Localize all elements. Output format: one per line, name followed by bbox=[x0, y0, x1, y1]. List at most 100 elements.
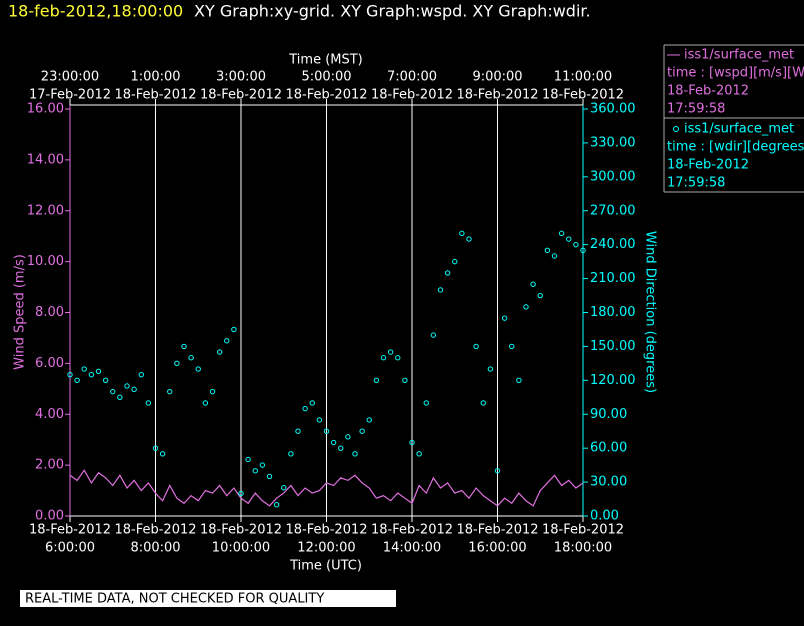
direction-point bbox=[95, 368, 102, 374]
x2-tick-label: 3:00:00 bbox=[216, 70, 266, 85]
direction-point bbox=[88, 371, 95, 378]
direction-point bbox=[330, 439, 337, 446]
direction-point bbox=[266, 473, 273, 480]
footer-box bbox=[20, 590, 396, 607]
direction-point bbox=[501, 315, 508, 321]
direction-point bbox=[494, 468, 501, 474]
direction-point bbox=[67, 371, 73, 378]
footer: REAL-TIME DATA, NOT CHECKED FOR QUALITY bbox=[25, 592, 324, 607]
x-axis-label: Time (UTC) bbox=[289, 559, 362, 574]
direction-point bbox=[273, 501, 280, 508]
direction-point bbox=[573, 241, 579, 248]
direction-point bbox=[138, 371, 144, 378]
direction-point bbox=[523, 304, 529, 310]
direction-point bbox=[188, 355, 194, 361]
x-tick-date: 18-Feb-2012 bbox=[371, 523, 453, 538]
direction-point bbox=[159, 451, 166, 457]
speed-line bbox=[69, 469, 584, 507]
x-tick-label: 14:00:00 bbox=[383, 541, 441, 556]
y2-tick-label: 210.00 bbox=[590, 271, 636, 286]
direction-point bbox=[338, 445, 344, 451]
x-tick-label: 16:00:00 bbox=[468, 541, 526, 556]
direction-point bbox=[530, 281, 536, 287]
y-axis-label: Wind Speed (m/s) bbox=[13, 254, 28, 370]
direction-point bbox=[102, 377, 109, 384]
direction-point bbox=[259, 462, 266, 468]
x2-tick-date: 18-Feb-2012 bbox=[371, 88, 453, 103]
x-tick-date: 18-Feb-2012 bbox=[285, 523, 367, 538]
direction-point bbox=[238, 490, 244, 497]
y2-tick-label: 90.00 bbox=[590, 407, 627, 422]
y2-tick-label: 150.00 bbox=[590, 339, 636, 354]
y-tick-label: 6.00 bbox=[35, 356, 64, 371]
y2-tick-label: 60.00 bbox=[590, 441, 627, 456]
x2-tick-date: 18-Feb-2012 bbox=[542, 88, 624, 103]
direction-point bbox=[224, 338, 230, 344]
y2-tick-label: 240.00 bbox=[590, 237, 636, 252]
direction-point bbox=[459, 230, 465, 237]
x-tick-date: 18-Feb-2012 bbox=[29, 523, 111, 538]
x2-tick-date: 18-Feb-2012 bbox=[285, 88, 367, 103]
direction-point bbox=[430, 332, 437, 338]
direction-point bbox=[416, 451, 422, 457]
legend-swatch bbox=[673, 126, 679, 132]
direction-point bbox=[352, 451, 358, 457]
direction-point bbox=[437, 287, 444, 293]
direction-point bbox=[252, 468, 258, 474]
direction-point bbox=[124, 383, 130, 389]
x2-tick-date: 18-Feb-2012 bbox=[200, 88, 282, 103]
y-tick-label: 12.00 bbox=[27, 203, 64, 218]
x2-tick-label: 7:00:00 bbox=[387, 70, 437, 85]
legend-time: 17:59:58 bbox=[667, 102, 725, 117]
y-tick-label: 2.00 bbox=[35, 458, 64, 473]
legend-date: 18-Feb-2012 bbox=[667, 158, 749, 173]
direction-point bbox=[395, 355, 401, 361]
direction-point bbox=[402, 377, 408, 384]
y2-tick-label: 270.00 bbox=[590, 203, 636, 218]
y2-tick-label: 0.00 bbox=[590, 509, 619, 524]
x2-tick-date: 18-Feb-2012 bbox=[456, 88, 538, 103]
timestamp: 18-feb-2012,18:00:00 bbox=[8, 2, 183, 21]
direction-point bbox=[145, 400, 152, 406]
direction-point bbox=[359, 428, 365, 434]
direction-point bbox=[473, 343, 479, 350]
x2-tick-label: 1:00:00 bbox=[130, 70, 180, 85]
direction-point bbox=[323, 428, 330, 434]
direction-point bbox=[580, 247, 586, 254]
direction-point bbox=[487, 366, 494, 372]
direction-point bbox=[209, 388, 216, 395]
direction-point bbox=[295, 428, 301, 434]
direction-point bbox=[423, 400, 429, 406]
direction-point bbox=[444, 270, 451, 276]
y-tick-label: 10.00 bbox=[27, 254, 64, 269]
y-tick-label: 14.00 bbox=[27, 152, 64, 167]
direction-point bbox=[409, 439, 415, 446]
direction-point bbox=[551, 253, 558, 259]
x-tick-date: 18-Feb-2012 bbox=[200, 523, 282, 538]
x-tick-date: 18-Feb-2012 bbox=[114, 523, 196, 538]
x-tick-label: 8:00:00 bbox=[130, 541, 180, 556]
x2-tick-date: 18-Feb-2012 bbox=[114, 88, 196, 103]
direction-point bbox=[231, 326, 237, 333]
x-tick-label: 6:00:00 bbox=[45, 541, 95, 556]
direction-point bbox=[316, 417, 323, 423]
y-tick-label: 0.00 bbox=[35, 509, 64, 524]
direction-point bbox=[281, 485, 287, 491]
y2-tick-label: 30.00 bbox=[590, 475, 627, 490]
y-tick-label: 8.00 bbox=[35, 305, 64, 320]
x-tick-date: 18-Feb-2012 bbox=[542, 523, 624, 538]
direction-point bbox=[174, 360, 180, 367]
y2-tick-label: 120.00 bbox=[590, 373, 636, 388]
direction-point bbox=[558, 230, 565, 237]
direction-point bbox=[387, 349, 394, 355]
direction-point bbox=[131, 386, 137, 393]
x-tick-label: 12:00:00 bbox=[297, 541, 355, 556]
y2-tick-label: 360.00 bbox=[590, 102, 636, 117]
direction-point bbox=[516, 377, 522, 384]
legend-variable: time : [wspd][m/s][Wind bbox=[667, 66, 804, 81]
y2-tick-label: 300.00 bbox=[590, 169, 636, 184]
legend-time: 17:59:58 bbox=[667, 176, 725, 191]
direction-point bbox=[167, 388, 173, 395]
y2-axis-label: Wind Direction (degrees) bbox=[643, 231, 658, 393]
